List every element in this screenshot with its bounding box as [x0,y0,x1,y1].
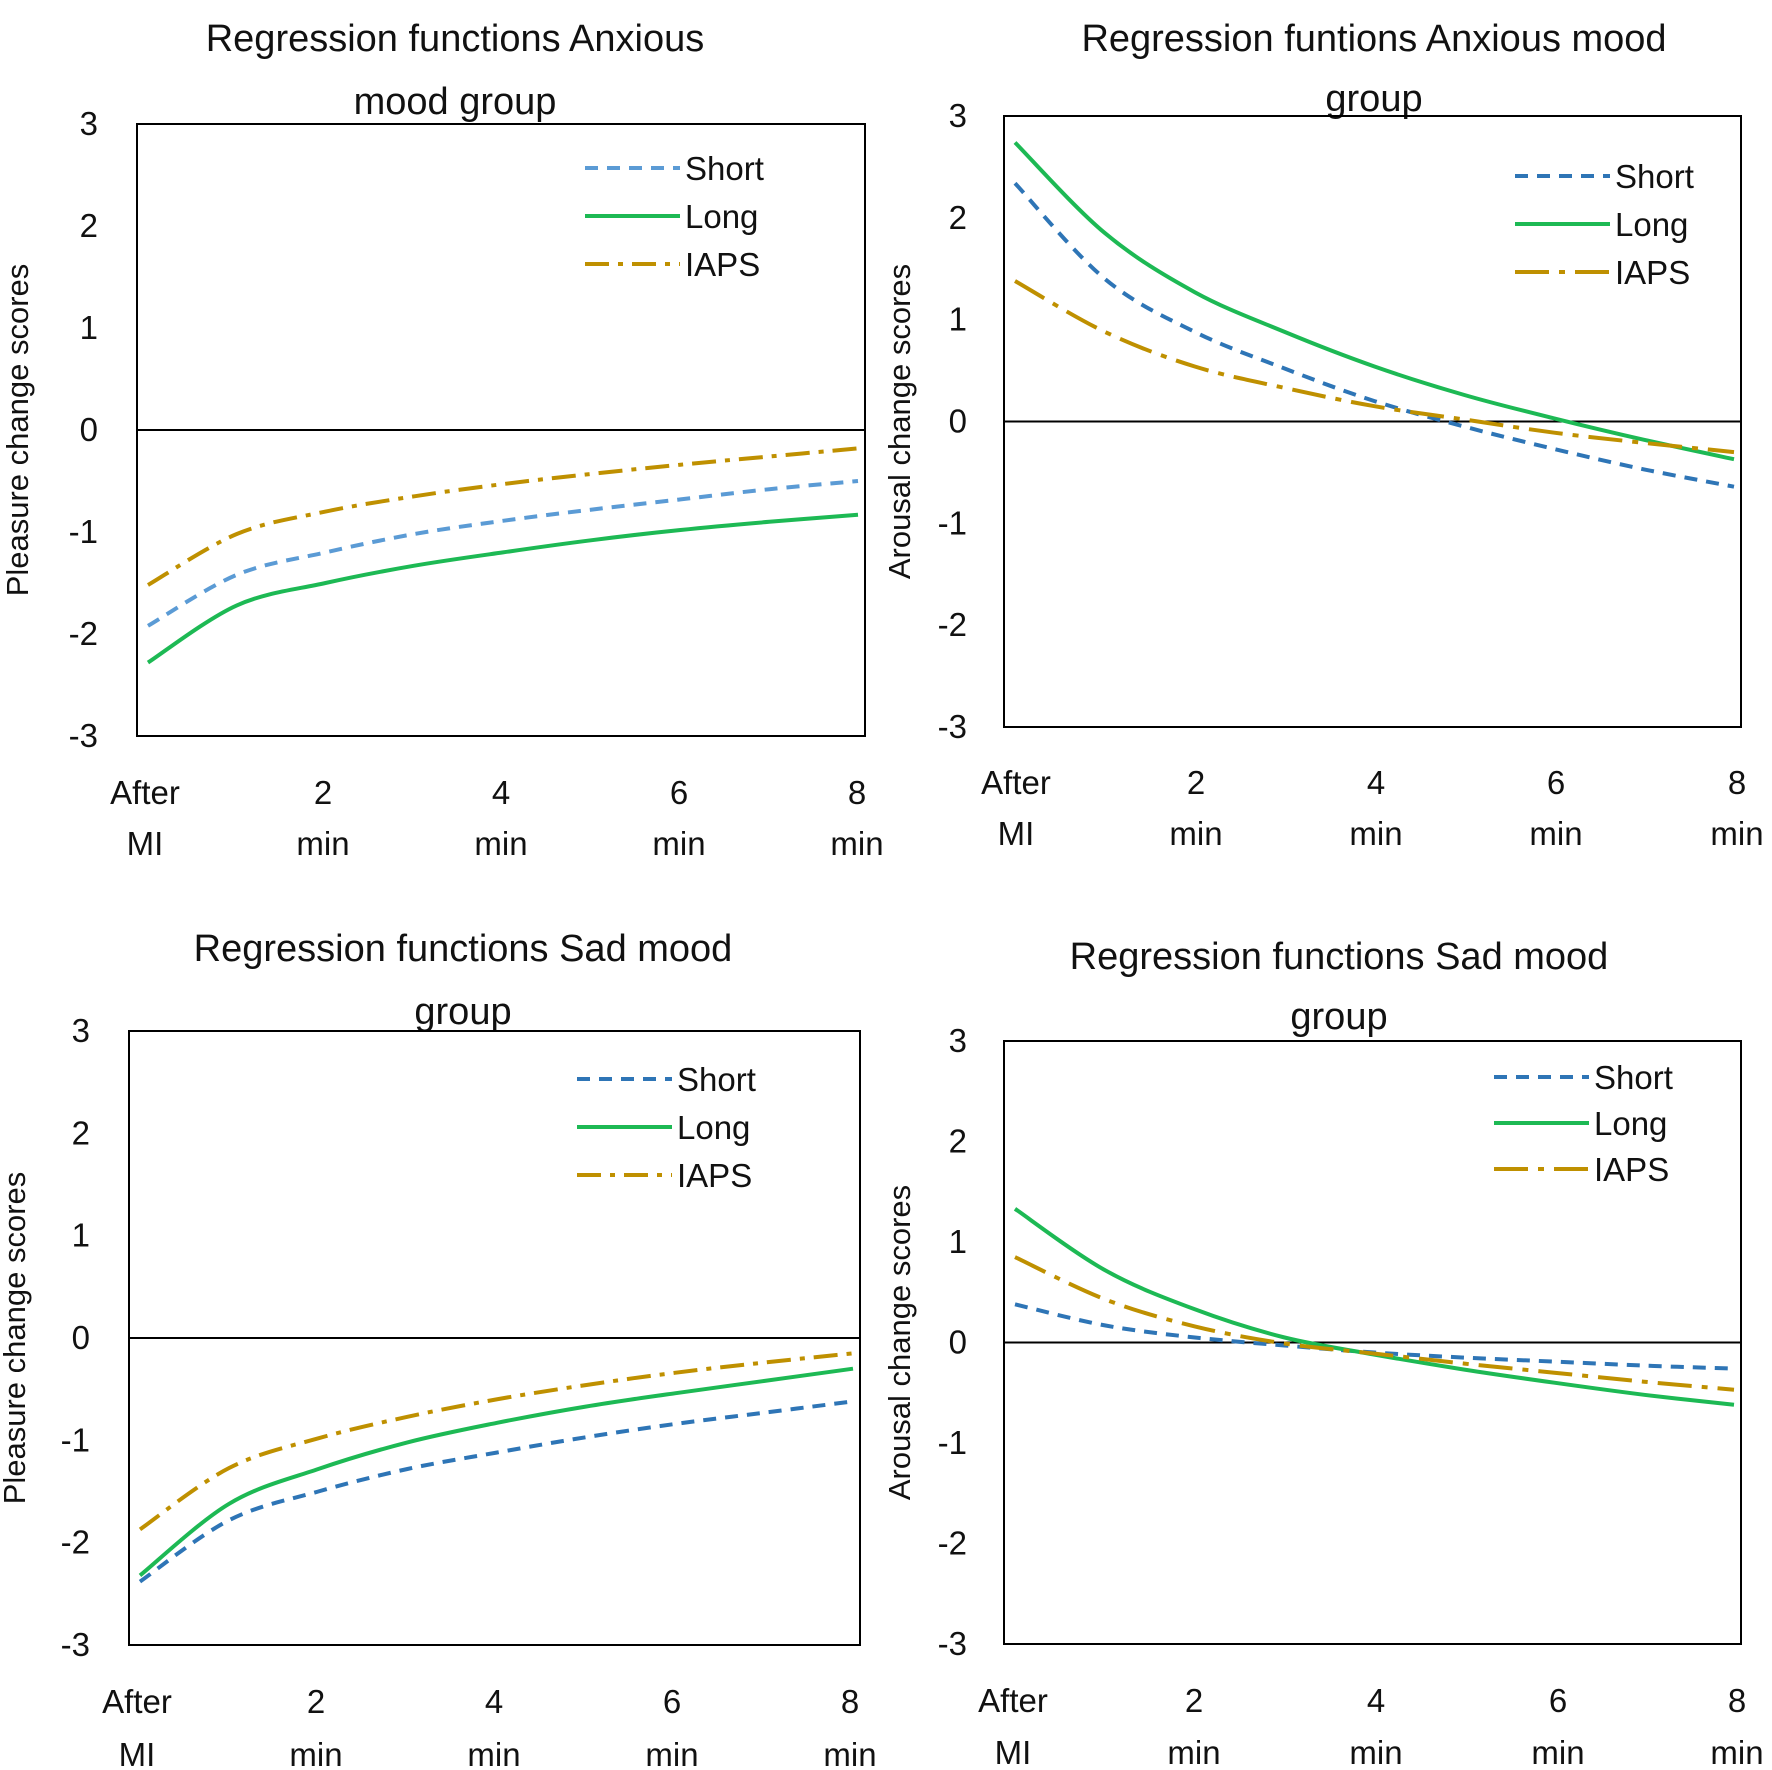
x-tick-label: 4 min [1349,764,1402,852]
series-line-long [1013,1207,1735,1407]
series-line-iaps [138,1351,854,1532]
x-tick-label: 2 min [1169,764,1222,852]
y-tick-label: 3 [949,1022,967,1059]
series-line-iaps [147,446,859,587]
x-tick-label: After MI [978,1682,1048,1770]
chart-title: Regression funtions Anxious mood group [1081,18,1666,120]
y-tick-label: 0 [949,403,967,440]
x-tick-label: 4 min [1349,1682,1402,1770]
x-tick-label: 4 min [467,1683,520,1770]
y-tick-label: -3 [61,1626,90,1663]
x-tick-label: 2 min [296,774,349,862]
y-axis-label: Arousal change scores [882,1185,917,1500]
series-line-short [138,1399,854,1584]
x-tick-label: 2 min [289,1683,342,1770]
x-tick-label: 6 min [1531,1682,1584,1770]
legend: Short Long IAPS [585,150,764,283]
chart-title: Regression functions Anxious mood group [206,18,705,123]
x-tick-label: 8 min [1710,764,1763,852]
legend-label-short: Short [685,150,764,187]
legend-label-short: Short [1594,1059,1673,1096]
y-tick-label: 2 [949,1123,967,1160]
legend-label-long: Long [1594,1105,1667,1142]
legend-label-long: Long [1615,206,1688,243]
y-tick-label: 3 [949,97,967,134]
chart-2: Regression funtions Anxious mood group -3 -… [882,18,1764,852]
y-tick-label: -3 [69,717,98,754]
x-tick-label: After MI [981,764,1051,852]
y-tick-label: 0 [72,1319,90,1356]
y-tick-label: 0 [80,411,98,448]
legend-label-long: Long [685,198,758,235]
x-tick-label: 8 min [823,1683,876,1770]
x-tick-label: 6 min [1529,764,1582,852]
y-tick-label: 2 [80,207,98,244]
legend-label-iaps: IAPS [677,1157,752,1194]
series-line-short [147,479,859,628]
series-line-iaps [1014,279,1735,455]
series-line-long [1013,141,1735,462]
series-line-long [146,512,859,665]
series-line-short [1013,181,1735,489]
y-tick-label: -3 [938,1625,967,1662]
legend-label-long: Long [677,1109,750,1146]
y-axis-label: Pleasure change scores [0,264,35,597]
y-axis-label: Arousal change scores [882,264,917,579]
y-tick-label: -1 [938,1424,967,1461]
series-line-short [1014,1302,1735,1371]
x-tick-label: 8 min [1710,1682,1763,1770]
y-tick-label: -2 [938,606,967,643]
y-tick-label: 1 [949,301,967,338]
y-tick-label: -1 [69,513,98,550]
x-tick-label: After MI [110,774,180,862]
y-tick-label: 1 [72,1217,90,1254]
chart-1: Regression functions Anxious mood group -3… [0,18,884,862]
y-tick-label: 1 [80,309,98,346]
x-tick-label: 4 min [474,774,527,862]
y-tick-label: 2 [949,199,967,236]
y-tick-label: -2 [938,1525,967,1562]
y-tick-label: 0 [949,1324,967,1361]
chart-title: Regression functions Sad mood group [1070,936,1609,1038]
x-tick-label: 2 min [1167,1682,1220,1770]
legend: Short Long IAPS [1494,1059,1673,1188]
chart-4: Regression functions Sad mood group -3 -2 -1… [882,936,1764,1770]
x-tick-label: 6 min [645,1683,698,1770]
series-line-long [138,1366,854,1577]
y-tick-label: 1 [949,1223,967,1260]
chart-3: Regression functions Sad mood group -3 -2 -1… [0,928,877,1770]
y-tick-label: 2 [72,1114,90,1151]
legend-label-iaps: IAPS [1615,254,1690,291]
y-tick-label: 3 [72,1012,90,1049]
legend-label-short: Short [677,1061,756,1098]
series-line-iaps [1014,1255,1735,1392]
y-tick-label: -1 [61,1421,90,1458]
legend-label-iaps: IAPS [685,246,760,283]
y-tick-label: -3 [938,708,967,745]
y-axis-label: Pleasure change scores [0,1172,32,1505]
legend: Short Long IAPS [1515,158,1694,291]
y-tick-label: -2 [69,615,98,652]
y-tick-label: 3 [80,105,98,142]
y-tick-label: -1 [938,504,967,541]
legend-label-iaps: IAPS [1594,1151,1669,1188]
x-tick-label: After MI [102,1683,172,1770]
chart-title: Regression functions Sad mood group [194,928,733,1033]
x-tick-label: 8 min [830,774,883,862]
x-tick-label: 6 min [652,774,705,862]
y-tick-label: -2 [61,1524,90,1561]
legend: Short Long IAPS [577,1061,756,1194]
legend-label-short: Short [1615,158,1694,195]
